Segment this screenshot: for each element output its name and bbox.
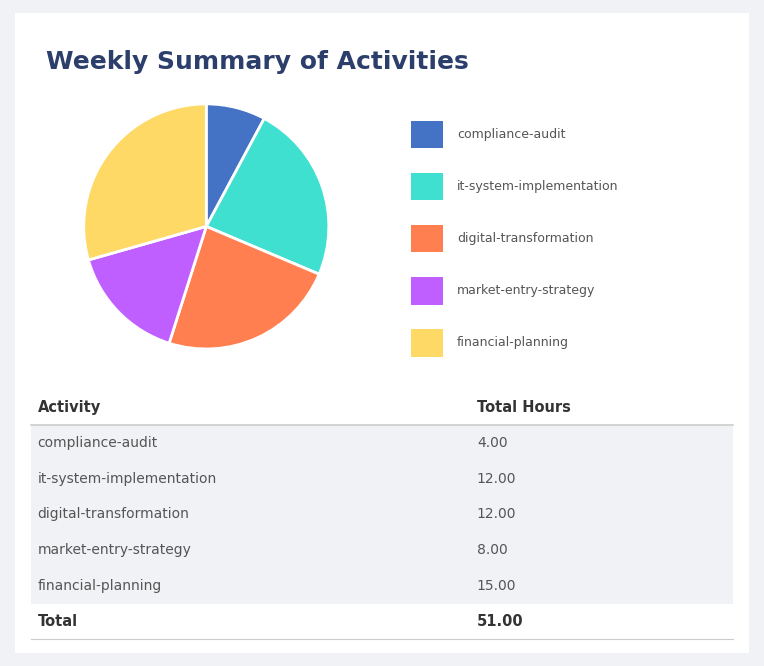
Text: Weekly Summary of Activities: Weekly Summary of Activities — [46, 50, 468, 74]
Wedge shape — [84, 104, 206, 260]
Wedge shape — [206, 104, 264, 226]
Text: Activity: Activity — [37, 400, 101, 415]
Bar — [31, 461, 733, 497]
Bar — [31, 568, 733, 603]
Text: Total: Total — [37, 614, 78, 629]
Text: it-system-implementation: it-system-implementation — [37, 472, 217, 486]
Text: digital-transformation: digital-transformation — [457, 232, 594, 245]
Text: 51.00: 51.00 — [477, 614, 523, 629]
Text: Total Hours: Total Hours — [477, 400, 571, 415]
Text: financial-planning: financial-planning — [37, 579, 162, 593]
Wedge shape — [169, 226, 319, 349]
Text: financial-planning: financial-planning — [457, 336, 569, 350]
Text: it-system-implementation: it-system-implementation — [457, 180, 619, 193]
Text: 12.00: 12.00 — [477, 472, 516, 486]
Text: compliance-audit: compliance-audit — [457, 128, 565, 141]
Text: market-entry-strategy: market-entry-strategy — [37, 543, 192, 557]
Bar — [411, 172, 443, 200]
Text: 12.00: 12.00 — [477, 507, 516, 521]
Bar — [411, 121, 443, 149]
Bar — [411, 329, 443, 357]
Text: 8.00: 8.00 — [477, 543, 507, 557]
Wedge shape — [89, 226, 206, 343]
Bar — [31, 532, 733, 568]
Text: compliance-audit: compliance-audit — [37, 436, 158, 450]
Text: digital-transformation: digital-transformation — [37, 507, 189, 521]
Bar — [31, 426, 733, 461]
Bar — [31, 603, 733, 639]
Wedge shape — [206, 119, 329, 274]
Bar — [411, 225, 443, 252]
Text: 4.00: 4.00 — [477, 436, 507, 450]
Bar — [411, 277, 443, 304]
FancyBboxPatch shape — [8, 7, 756, 659]
Text: 15.00: 15.00 — [477, 579, 516, 593]
Bar — [31, 497, 733, 532]
Text: market-entry-strategy: market-entry-strategy — [457, 284, 595, 297]
